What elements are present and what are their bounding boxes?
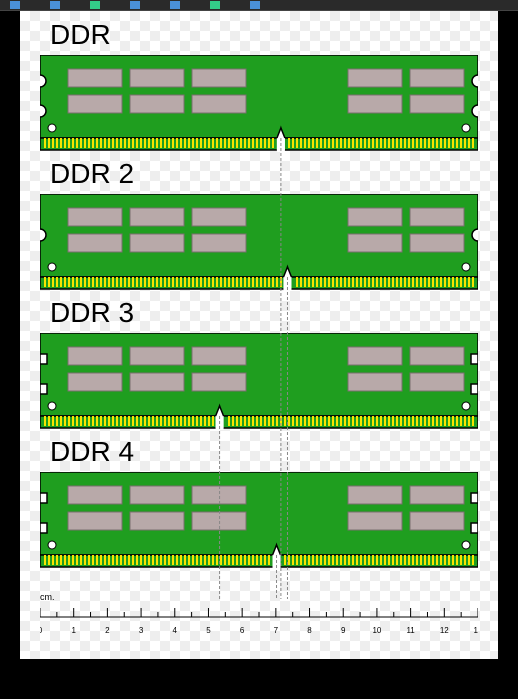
svg-text:5: 5 — [206, 626, 211, 635]
memory-chip — [68, 373, 122, 391]
module-section-2: DDR 3 — [20, 297, 498, 428]
memory-chip — [192, 486, 246, 504]
svg-text:0: 0 — [40, 626, 43, 635]
memory-chip — [192, 347, 246, 365]
module-section-3: DDR 4 — [20, 436, 498, 567]
memory-chip — [192, 512, 246, 530]
memory-chip — [130, 69, 184, 87]
memory-chip — [68, 512, 122, 530]
svg-text:1: 1 — [71, 626, 76, 635]
memory-chip — [130, 486, 184, 504]
module-title: DDR 3 — [50, 297, 478, 329]
memory-chip — [348, 95, 402, 113]
svg-text:8: 8 — [307, 626, 312, 635]
taskbar-icon[interactable] — [210, 1, 220, 9]
memory-chip — [68, 347, 122, 365]
memory-chip — [192, 208, 246, 226]
memory-chip — [192, 373, 246, 391]
module-section-1: DDR 2 — [20, 158, 498, 289]
module-title: DDR 4 — [50, 436, 478, 468]
memory-chip — [192, 234, 246, 252]
svg-text:4: 4 — [173, 626, 178, 635]
module-title: DDR 2 — [50, 158, 478, 190]
ram-module — [40, 333, 478, 428]
ram-module — [40, 55, 478, 150]
memory-chip — [68, 486, 122, 504]
taskbar — [0, 0, 518, 11]
svg-text:7: 7 — [274, 626, 279, 635]
memory-chip — [348, 208, 402, 226]
memory-chip — [348, 486, 402, 504]
memory-chip — [130, 95, 184, 113]
module-section-0: DDR — [20, 19, 498, 150]
taskbar-icon[interactable] — [130, 1, 140, 9]
memory-chip — [130, 373, 184, 391]
memory-chip — [68, 95, 122, 113]
taskbar-icon[interactable] — [170, 1, 180, 9]
memory-chip — [348, 69, 402, 87]
svg-text:13: 13 — [474, 626, 478, 635]
diagram-canvas: DDR DDR 2 — [20, 11, 498, 659]
svg-text:11: 11 — [406, 626, 415, 635]
memory-chip — [130, 512, 184, 530]
svg-text:6: 6 — [240, 626, 245, 635]
memory-chip — [348, 234, 402, 252]
ruler-unit-label: cm. — [40, 592, 55, 602]
svg-text:3: 3 — [139, 626, 144, 635]
taskbar-icon[interactable] — [90, 1, 100, 9]
memory-chip — [410, 512, 464, 530]
memory-chip — [68, 208, 122, 226]
svg-text:12: 12 — [440, 626, 449, 635]
ruler: cm. 012345678910111213 — [40, 587, 478, 639]
memory-chip — [348, 373, 402, 391]
memory-chip — [410, 95, 464, 113]
ruler-svg: 012345678910111213 — [40, 605, 478, 639]
memory-chip — [348, 347, 402, 365]
memory-chip — [192, 69, 246, 87]
memory-chip — [68, 234, 122, 252]
memory-chip — [410, 486, 464, 504]
memory-chip — [410, 347, 464, 365]
svg-text:9: 9 — [341, 626, 346, 635]
memory-chip — [130, 347, 184, 365]
memory-chip — [68, 69, 122, 87]
memory-chip — [410, 69, 464, 87]
ram-module — [40, 472, 478, 567]
memory-chip — [348, 512, 402, 530]
module-title: DDR — [50, 19, 478, 51]
svg-text:10: 10 — [372, 626, 381, 635]
svg-text:2: 2 — [105, 626, 110, 635]
memory-chip — [410, 208, 464, 226]
memory-chip — [130, 208, 184, 226]
taskbar-icon[interactable] — [50, 1, 60, 9]
taskbar-icon[interactable] — [10, 1, 20, 9]
taskbar-icon[interactable] — [250, 1, 260, 9]
memory-chip — [410, 234, 464, 252]
memory-chip — [410, 373, 464, 391]
ram-module — [40, 194, 478, 289]
memory-chip — [192, 95, 246, 113]
memory-chip — [130, 234, 184, 252]
